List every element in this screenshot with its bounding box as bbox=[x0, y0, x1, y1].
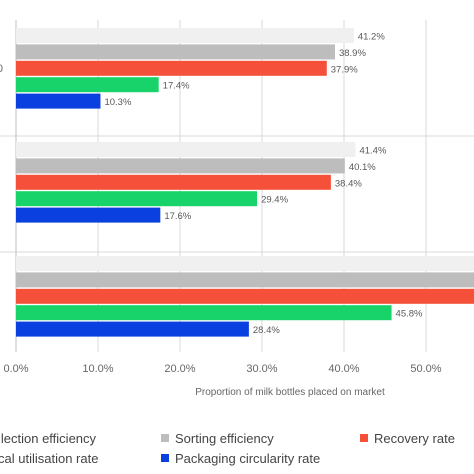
data-label: 28.4% bbox=[253, 325, 280, 336]
x-tick-label: 0.0% bbox=[3, 363, 28, 375]
bar bbox=[16, 272, 474, 288]
legend-label: Packaging circularity rate bbox=[175, 451, 320, 466]
bar bbox=[16, 158, 345, 174]
data-label: 41.2% bbox=[358, 32, 385, 43]
x-tick-labels: 0.0% 10.0% 20.0% 30.0% 40.0% 50.0% bbox=[3, 363, 441, 375]
bar bbox=[16, 93, 101, 109]
bar bbox=[16, 207, 161, 223]
category-label: 0 bbox=[0, 63, 3, 75]
bar bbox=[16, 60, 327, 76]
x-tick-label: 30.0% bbox=[246, 363, 277, 375]
bar bbox=[16, 305, 392, 321]
legend-swatch bbox=[161, 434, 169, 442]
legend-label: cal utilisation rate bbox=[0, 451, 98, 466]
legend: llection efficiency Sorting efficiency Rec… bbox=[0, 431, 455, 466]
data-label: 37.9% bbox=[331, 64, 358, 75]
x-tick-label: 10.0% bbox=[82, 363, 113, 375]
data-label: 38.9% bbox=[339, 48, 366, 59]
bar bbox=[16, 142, 356, 157]
data-label: 40.1% bbox=[349, 162, 376, 173]
legend-label: Sorting efficiency bbox=[175, 431, 274, 446]
x-tick-label: 50.0% bbox=[410, 363, 441, 375]
data-label: 41.4% bbox=[359, 146, 386, 157]
x-axis-title: Proportion of milk bottles placed on mar… bbox=[195, 387, 385, 398]
legend-swatch bbox=[360, 434, 368, 442]
bar bbox=[16, 28, 354, 43]
data-label: 10.3% bbox=[104, 97, 131, 108]
data-label: 17.6% bbox=[164, 211, 191, 222]
data-label: 17.4% bbox=[163, 81, 190, 92]
bar bbox=[16, 288, 474, 304]
bar bbox=[16, 174, 331, 190]
category-labels: 0 bbox=[0, 63, 3, 75]
x-tick-label: 40.0% bbox=[328, 363, 359, 375]
legend-swatch bbox=[161, 454, 169, 462]
x-tick-label: 20.0% bbox=[164, 363, 195, 375]
data-label: 38.4% bbox=[335, 178, 362, 189]
bar bbox=[16, 321, 249, 337]
bar bbox=[16, 44, 335, 60]
bar bbox=[16, 256, 474, 271]
bar bbox=[16, 191, 258, 207]
bar bbox=[16, 77, 159, 93]
data-label: 45.8% bbox=[396, 309, 423, 320]
legend-label: Recovery rate bbox=[374, 431, 455, 446]
data-label: 29.4% bbox=[261, 195, 288, 206]
legend-label: llection efficiency bbox=[0, 431, 97, 446]
bars: 41.2% 41.4% 38.9% 40.1% 37.9% 38.4% 17.4% 29.4%… bbox=[16, 28, 474, 337]
